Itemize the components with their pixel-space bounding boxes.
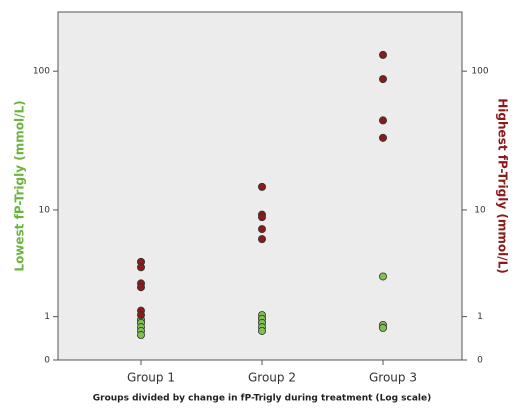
point (136, 263, 145, 272)
x-tick-label: Group 1 (127, 371, 175, 385)
y-tick-label: 1 (44, 312, 50, 322)
point (136, 331, 145, 340)
y-tick-label: 0 (44, 356, 50, 366)
point (378, 133, 387, 142)
point (257, 213, 266, 222)
x-axis-label: Groups divided by change in fP-Trigly du… (93, 394, 431, 404)
y2-tick-label: 100 (471, 67, 488, 77)
point (378, 323, 387, 332)
point (257, 326, 266, 335)
point (378, 50, 387, 59)
y2-axis-label: Highest fP-Trigly (mmol/L) (496, 98, 510, 273)
point (378, 116, 387, 125)
point (378, 75, 387, 84)
x-tick-label: Group 3 (369, 371, 417, 385)
y2-tick-label: 10 (474, 205, 486, 215)
point (136, 311, 145, 320)
x-tick-label: Group 2 (248, 371, 296, 385)
point (136, 283, 145, 292)
point (378, 272, 387, 281)
y-tick-label: 100 (33, 67, 50, 77)
y-tick-label: 10 (39, 205, 51, 215)
point (257, 182, 266, 191)
y-axis-label: Lowest fP-Trigly (mmol/L) (13, 100, 27, 271)
point (257, 235, 266, 244)
y2-tick-label: 1 (477, 312, 483, 322)
y2-tick-label: 0 (477, 356, 483, 366)
point (257, 225, 266, 234)
